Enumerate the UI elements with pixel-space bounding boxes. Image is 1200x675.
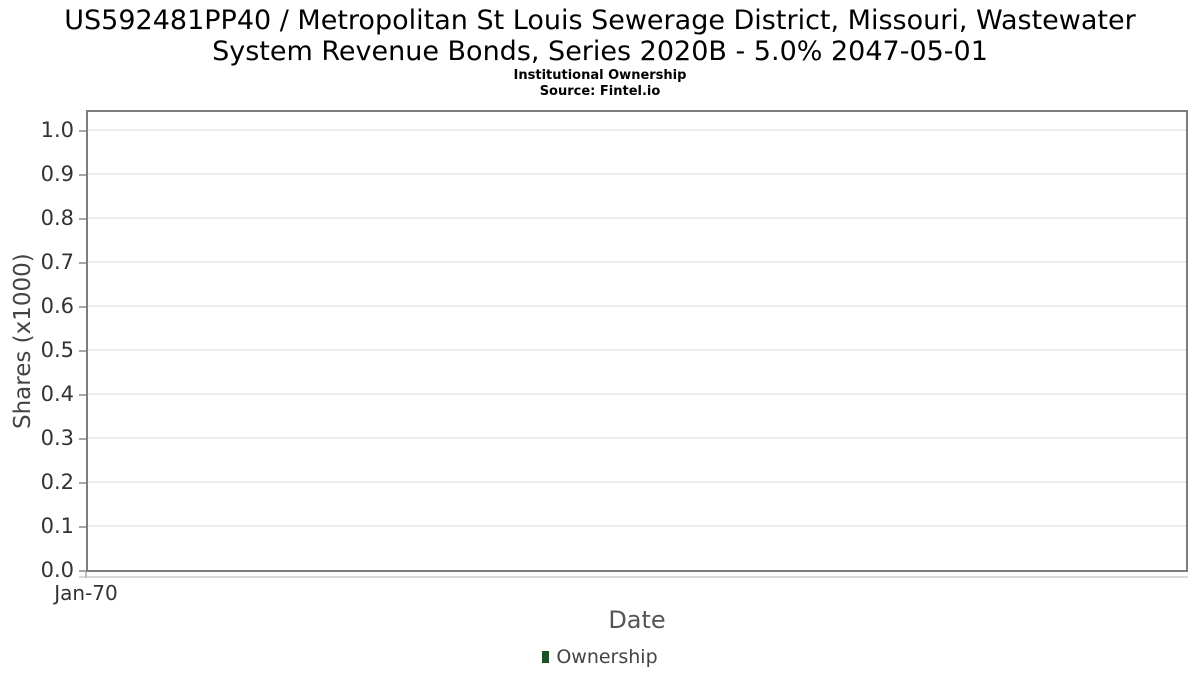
y-tick-label: 0.5: [40, 338, 74, 362]
legend-label-ownership: Ownership: [556, 646, 658, 668]
y-tick-mark: [79, 394, 86, 396]
chart-source: Source: Fintel.io: [539, 84, 661, 99]
y-tick-mark: [79, 526, 86, 528]
y-tick-label: 0.2: [40, 470, 74, 494]
x-axis-title: Date: [608, 606, 666, 634]
gridline: [88, 349, 1186, 351]
y-tick-label: 1.0: [40, 118, 74, 142]
y-tick-label: 0.1: [40, 514, 74, 538]
gridline: [88, 525, 1186, 527]
chart-title-line1: US592481PP40 / Metropolitan St Louis Sew…: [64, 5, 1136, 36]
legend-marker-ownership: [542, 651, 550, 663]
y-tick-mark: [79, 130, 86, 132]
chart-title-line2: System Revenue Bonds, Series 2020B - 5.0…: [212, 36, 988, 67]
gridline: [88, 129, 1186, 131]
y-tick-label: 0.6: [40, 294, 74, 318]
gridline: [88, 261, 1186, 263]
y-tick-label: 0.7: [40, 250, 74, 274]
chart-subtitle: Institutional Ownership: [513, 68, 687, 83]
gridline: [88, 437, 1186, 439]
y-tick-label: 0.8: [40, 206, 74, 230]
y-tick-label: 0.0: [40, 558, 74, 582]
y-tick-mark: [79, 350, 86, 352]
y-tick-mark: [79, 482, 86, 484]
gridline: [88, 481, 1186, 483]
y-tick-mark: [79, 438, 86, 440]
plot-area: [86, 110, 1188, 572]
y-tick-mark: [79, 570, 86, 572]
gridline: [88, 305, 1186, 307]
gridline: [88, 217, 1186, 219]
y-tick-mark: [79, 306, 86, 308]
x-origin-tick-mark: [85, 572, 87, 578]
legend: Ownership: [0, 646, 1200, 668]
y-tick-label: 0.9: [40, 162, 74, 186]
y-tick-mark: [79, 262, 86, 264]
y-tick-label: 0.4: [40, 382, 74, 406]
gridline: [88, 173, 1186, 175]
gridline: [88, 393, 1186, 395]
y-tick-mark: [79, 218, 86, 220]
x-axis-line: [79, 576, 1188, 578]
x-tick-label: Jan-70: [54, 581, 118, 605]
y-tick-label: 0.3: [40, 426, 74, 450]
y-tick-mark: [79, 174, 86, 176]
